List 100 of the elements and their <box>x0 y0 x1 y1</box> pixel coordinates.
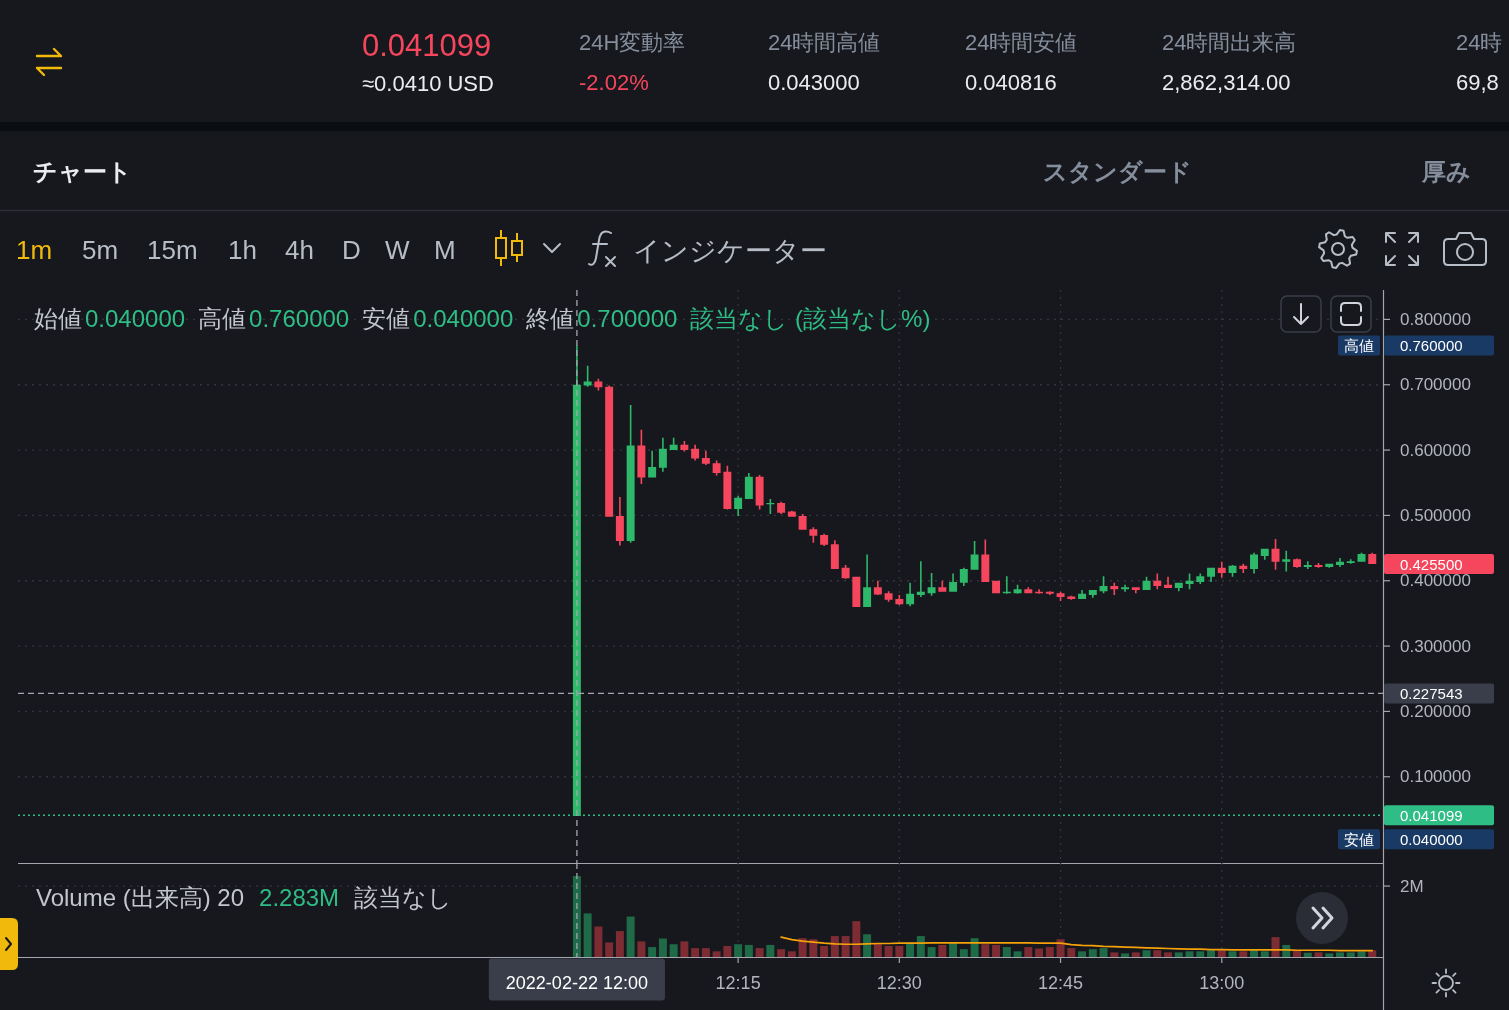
bar <box>766 944 775 957</box>
bar <box>873 943 882 957</box>
text: 2,862,314.00 <box>1162 70 1291 95</box>
annotation: 2.283M <box>259 884 340 911</box>
bar <box>669 944 678 957</box>
text: 15m <box>147 235 198 265</box>
bar <box>1142 950 1151 957</box>
y-tick-label: 0.200000 <box>1400 701 1471 721</box>
bar <box>1260 951 1269 957</box>
bar <box>1239 951 1248 957</box>
candlestick <box>1131 587 1140 594</box>
y-tick-label: 0.800000 <box>1400 309 1471 329</box>
text: 5m <box>82 235 119 265</box>
bar <box>863 934 872 957</box>
bar <box>1002 947 1011 957</box>
candlestick <box>863 554 872 607</box>
bar <box>744 944 753 957</box>
bar <box>723 946 732 957</box>
bar <box>1346 952 1355 957</box>
annotation: 安値 <box>1344 830 1374 848</box>
bar <box>1185 951 1194 957</box>
candlestick <box>1303 561 1312 569</box>
text: 0.040000 <box>1400 830 1463 848</box>
bar <box>1088 949 1097 957</box>
bar <box>981 944 990 957</box>
text: W <box>385 235 410 265</box>
bar <box>787 951 796 957</box>
y-tick-label: 0.700000 <box>1400 375 1471 395</box>
bar <box>1153 950 1162 957</box>
text: チャート <box>33 158 132 185</box>
candlestick <box>1067 595 1076 600</box>
annotation: 0.040000 <box>85 305 186 332</box>
bar <box>1368 950 1377 957</box>
bar <box>648 947 657 957</box>
text: D <box>342 235 361 265</box>
bar <box>1121 953 1130 957</box>
text: M <box>434 235 456 265</box>
text: 0.043000 <box>768 70 860 95</box>
text: 0.425500 <box>1400 555 1463 573</box>
bar <box>1325 953 1334 957</box>
annotation: 0.760000 <box>249 305 350 332</box>
y-tick-label: 0.100000 <box>1400 767 1471 787</box>
annotation: 始値 <box>34 305 82 332</box>
bar <box>755 948 764 957</box>
text: 24時間出来高 <box>1162 30 1297 55</box>
text: 1h <box>228 235 257 265</box>
bar <box>884 946 893 957</box>
candlestick <box>1121 584 1130 592</box>
candlestick <box>787 510 796 517</box>
bar <box>1078 951 1087 957</box>
candlestick <box>1282 550 1291 572</box>
bar <box>615 931 624 957</box>
candlestick <box>1164 576 1173 588</box>
text: 厚み <box>1421 158 1471 185</box>
bar <box>992 944 1001 957</box>
annotation: 該当なし <box>354 884 453 911</box>
candlestick <box>1217 561 1226 578</box>
bar <box>1174 952 1183 957</box>
bar <box>734 944 743 957</box>
annotation: 高値 <box>1344 337 1374 355</box>
text: 1m <box>16 235 53 265</box>
candlestick <box>949 573 958 592</box>
bar <box>712 951 721 957</box>
annotation: 高値 <box>198 305 247 332</box>
candlestick <box>1002 576 1011 594</box>
text: 0.040816 <box>965 70 1057 95</box>
bar <box>798 938 807 957</box>
text: 69,8 <box>1456 70 1499 95</box>
text: ≈0.0410 USD <box>362 71 494 96</box>
candlestick <box>648 450 657 478</box>
ref-line-label: 2022-02-22 12:00 <box>505 973 648 993</box>
y-tick-label: 0.500000 <box>1400 505 1471 525</box>
bar <box>852 921 861 957</box>
bar <box>658 938 667 957</box>
text: 0.760000 <box>1400 337 1463 355</box>
bar <box>691 948 700 957</box>
bar <box>830 936 839 957</box>
bar <box>1228 951 1237 957</box>
bar <box>916 936 925 957</box>
text: 24H変動率 <box>579 30 686 55</box>
ref-line-label: 0.041099 <box>1400 806 1463 824</box>
text: 24時 <box>1456 30 1503 55</box>
bar <box>1164 952 1173 957</box>
bar <box>1099 948 1108 957</box>
y-tick-label: 0.300000 <box>1400 636 1471 656</box>
candlestick <box>1346 559 1355 564</box>
y-tick-label: 0.600000 <box>1400 440 1471 460</box>
x-tick-label: 13:00 <box>1199 973 1245 993</box>
text: 4h <box>285 235 314 265</box>
text: Volume (出来高) 20 <box>36 884 245 911</box>
bar <box>1303 952 1312 957</box>
bar <box>959 949 968 957</box>
text: スタンダード <box>1043 158 1192 185</box>
y-tick-label: 0.400000 <box>1400 571 1471 591</box>
bar <box>1207 950 1215 957</box>
bar <box>1024 947 1033 957</box>
bar <box>777 949 786 957</box>
annotation: 0.040000 <box>413 305 514 332</box>
candlestick <box>916 561 925 598</box>
bar <box>938 944 947 957</box>
